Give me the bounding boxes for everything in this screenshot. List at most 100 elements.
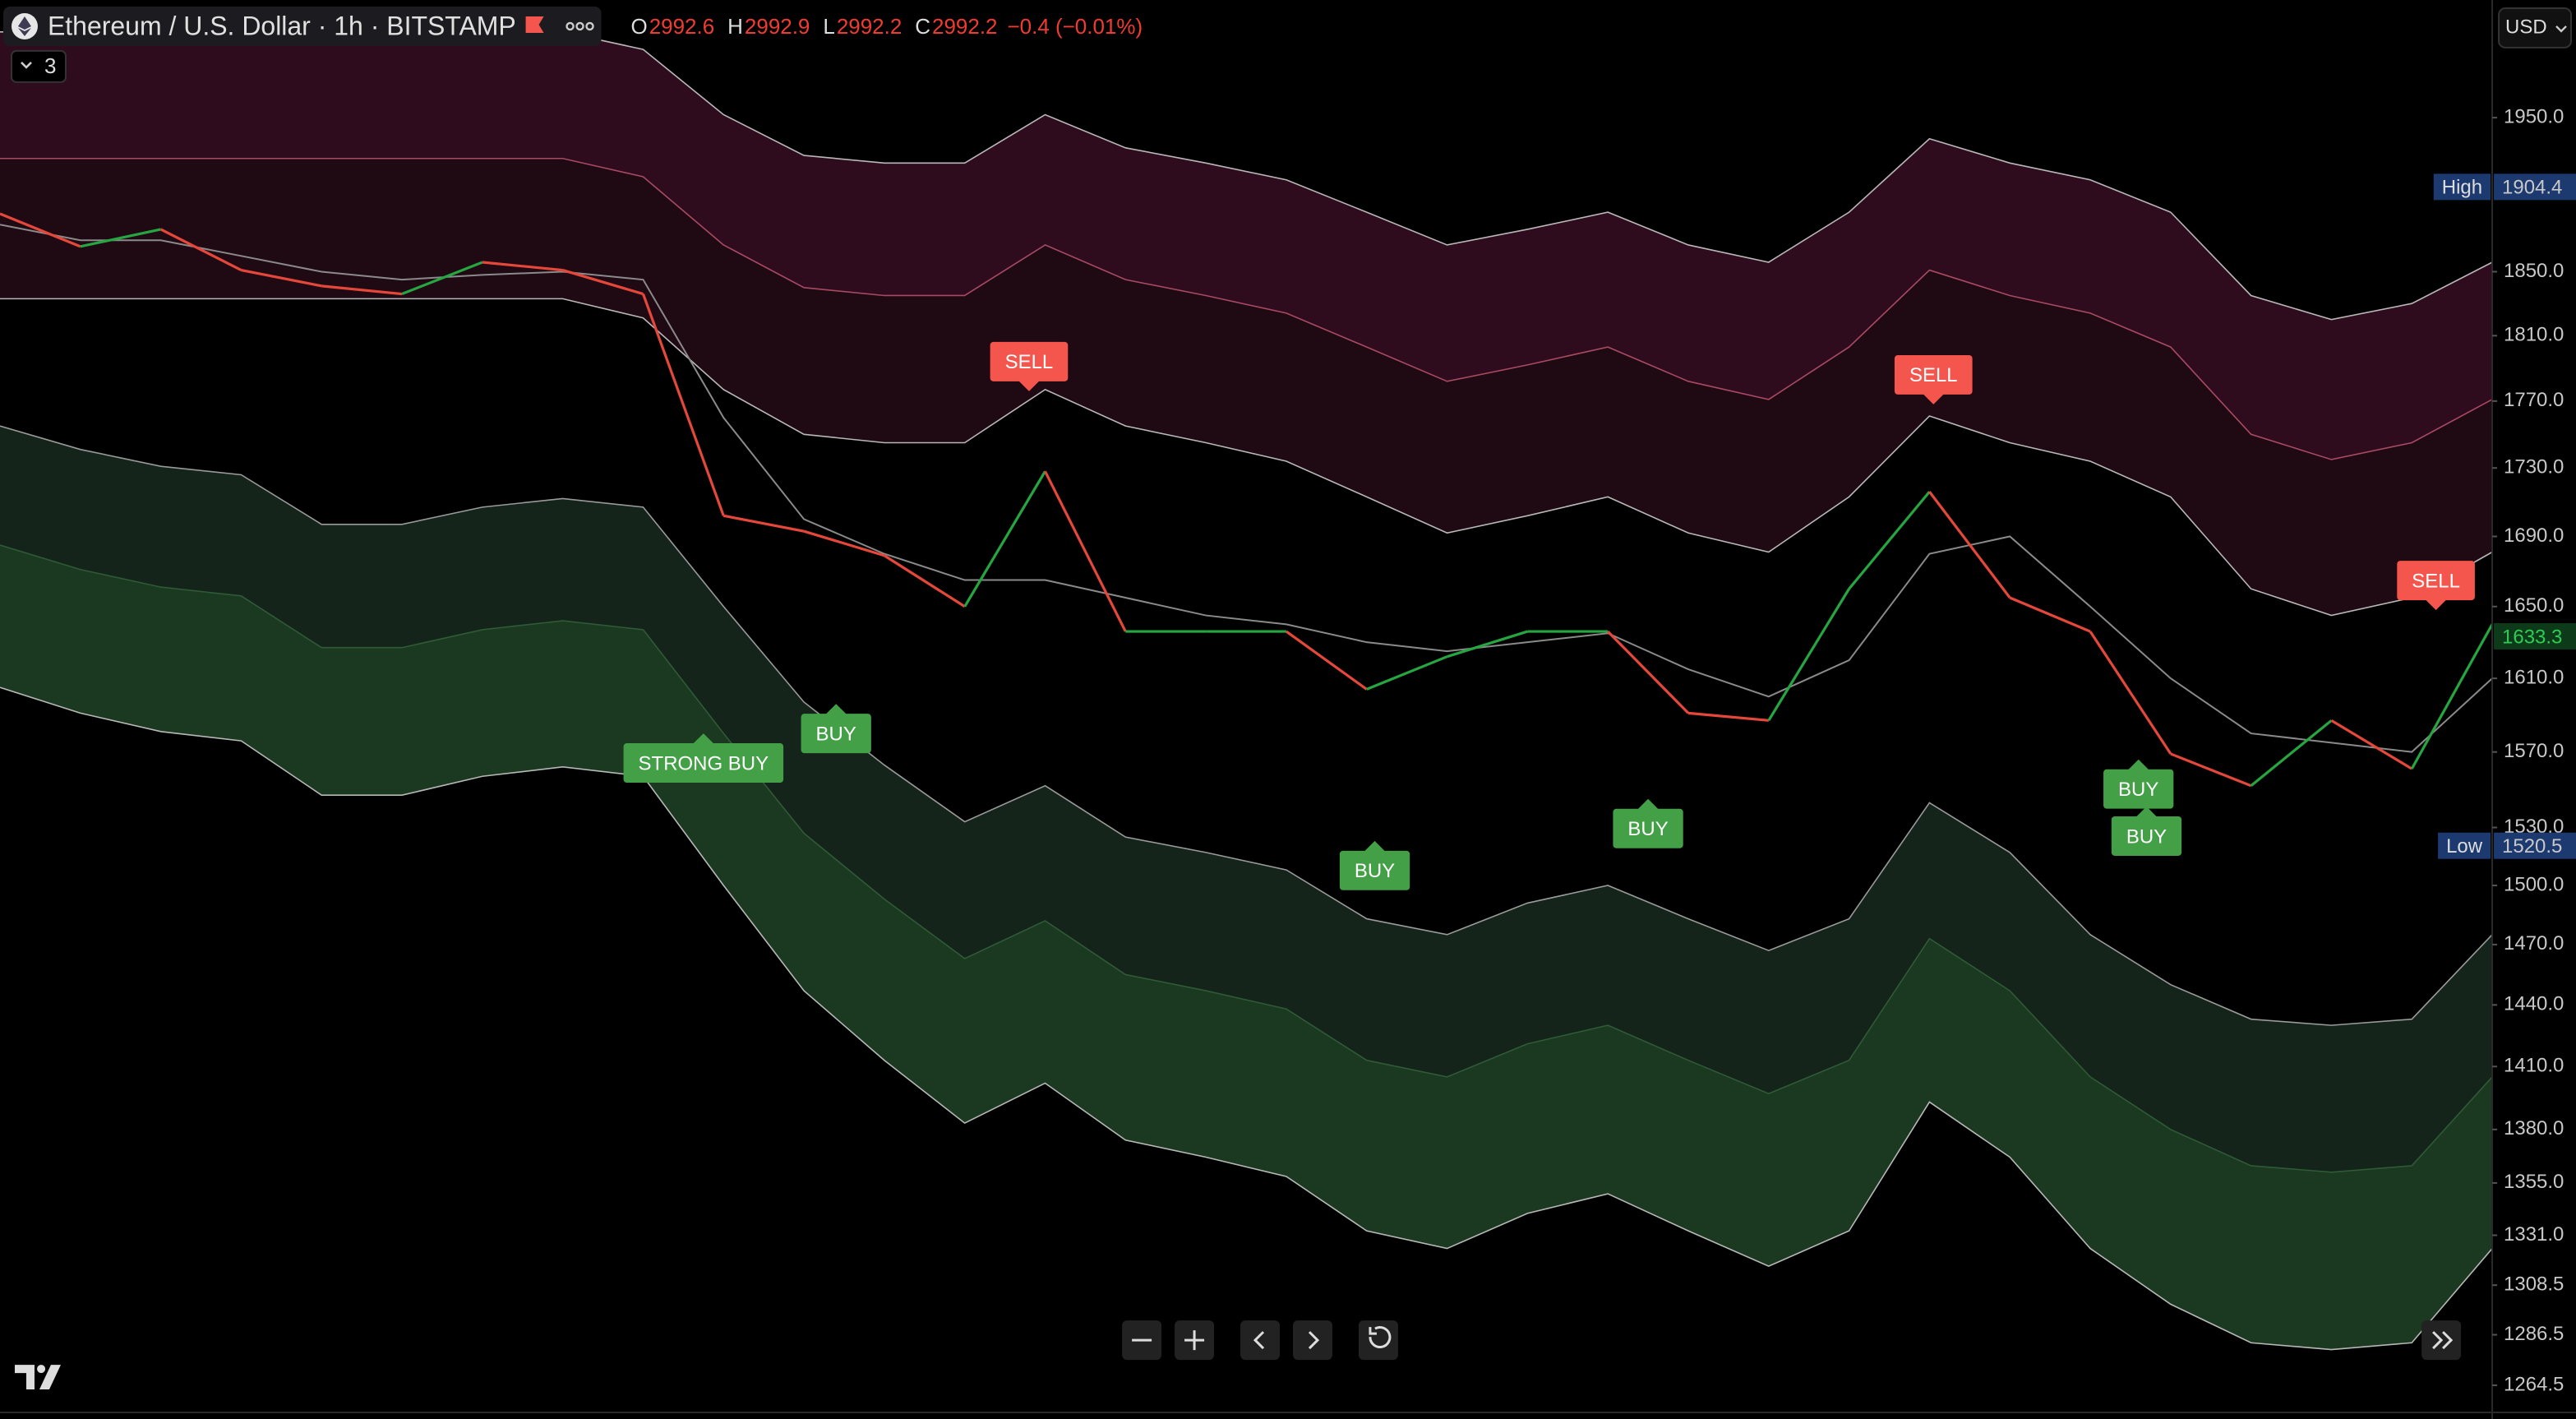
price-badge-tag <box>2438 832 2491 859</box>
signal-label: SELL <box>2412 570 2460 592</box>
signal-box <box>2111 816 2182 856</box>
signal-arrow <box>824 704 848 716</box>
currency: USD <box>2505 16 2547 38</box>
price-segment <box>2009 596 2091 633</box>
price-segment <box>1366 655 1448 691</box>
price-segment <box>1044 470 1127 632</box>
signal-box <box>1613 808 1683 848</box>
price-change: −0.4 (−0.01%) <box>1008 14 1143 39</box>
price-segment <box>2170 752 2252 788</box>
signal-label: BUY <box>1627 818 1668 840</box>
band-edge <box>0 298 2493 617</box>
signal-label: SELL <box>1005 351 1054 373</box>
ohlc-value: 2992.9 <box>745 14 810 39</box>
y-tick-label: 1950.0 <box>2504 105 2564 127</box>
ohlc-value: 2992.2 <box>932 14 997 39</box>
band-area <box>0 545 2493 1350</box>
price-badge-value: 1633.3 <box>2502 626 2562 648</box>
signal: STRONG BUY <box>623 733 784 783</box>
y-tick-label: 1355.0 <box>2504 1171 2564 1193</box>
price-badge-tag <box>2433 173 2491 201</box>
signal-arrow <box>2424 599 2448 611</box>
price-segment <box>722 514 805 533</box>
end-icon <box>2432 1331 2454 1350</box>
logo[interactable] <box>14 1365 61 1390</box>
price-segment <box>0 212 81 248</box>
chevron <box>21 61 32 69</box>
price-segment <box>80 228 161 248</box>
signal-arrow <box>1363 840 1387 853</box>
price-segment <box>1286 630 1368 691</box>
band-edge <box>0 157 2493 460</box>
y-tick-label: 1570.0 <box>2504 740 2564 762</box>
price-segment <box>2089 631 2172 755</box>
ohlc-value: 2992.2 <box>837 14 902 39</box>
y-tick-label: 1730.0 <box>2504 456 2564 478</box>
price-segment <box>1687 711 1769 722</box>
price-badge-label: Low <box>2446 835 2483 857</box>
price-segment <box>2410 623 2494 770</box>
more-icon[interactable] <box>566 21 594 31</box>
chevron <box>2555 25 2567 33</box>
price-segment <box>1607 630 1690 714</box>
plot: STRONG BUY BUY SELL BUY BUY SELL BUY BUY SELL <box>0 30 2494 1351</box>
y-tick-label: 1440.0 <box>2504 993 2564 1015</box>
signal-box <box>990 341 1069 381</box>
scroll-right[interactable] <box>1292 1320 1332 1361</box>
band-edge <box>0 425 2493 1026</box>
signal: BUY <box>2111 807 2182 856</box>
price-badge-value: 1904.4 <box>2502 177 2562 199</box>
ohlc-value: 2992.6 <box>649 14 714 39</box>
scroll-left[interactable] <box>1240 1320 1281 1361</box>
signal-label: BUY <box>816 723 856 745</box>
symbol-pill[interactable] <box>2 6 602 46</box>
signal: SELL <box>2397 561 2475 611</box>
price-segment <box>884 554 966 608</box>
y-tick-label: 1286.5 <box>2504 1323 2564 1345</box>
y-tick-label: 1500.0 <box>2504 873 2564 895</box>
indicator-count: 3 <box>44 53 56 78</box>
price-segment <box>803 529 885 557</box>
band-edge <box>0 686 2493 1351</box>
price-segment <box>321 284 403 296</box>
ohlc: O 2992.6 H 2992.9 L 2992.2 C 2992.2 −0.4 (−0.01%… <box>631 14 1143 39</box>
signal-arrow <box>1017 379 1041 391</box>
header: Ethereum / U.S. Dollar · 1h · BITSTAMP O… <box>2 6 2573 83</box>
price-segment <box>241 269 322 288</box>
price-badge <box>2494 173 2576 201</box>
price-badge-label: High <box>2442 177 2482 199</box>
signal-box <box>801 714 871 754</box>
price-segment <box>562 269 644 296</box>
currency-button[interactable] <box>2498 7 2573 49</box>
band-edge <box>0 544 2493 1173</box>
signal-box <box>1339 850 1410 890</box>
y-tick-label: 1470.0 <box>2504 932 2564 954</box>
signal-arrow <box>1922 392 1946 404</box>
right-icon <box>1308 1331 1320 1350</box>
y-tick-label: 1650.0 <box>2504 594 2564 617</box>
signal-arrow <box>2126 759 2150 771</box>
signal-box <box>2103 769 2174 809</box>
indicators-toggle[interactable] <box>10 49 67 83</box>
y-tick-label: 1690.0 <box>2504 525 2564 547</box>
y-tick-label: 1308.5 <box>2504 1273 2564 1296</box>
signal-arrow <box>691 733 715 746</box>
symbol-title: Ethereum / U.S. Dollar · 1h · BITSTAMP <box>48 11 516 40</box>
price-segment <box>641 294 725 516</box>
price-badge <box>2494 622 2576 649</box>
flag-icon[interactable] <box>525 16 544 33</box>
ohlc-key: C <box>915 14 930 39</box>
price-segment <box>2330 719 2413 770</box>
signal-label: BUY <box>2126 825 2167 848</box>
price-axis <box>2492 0 2576 1419</box>
toolbar <box>1122 1320 2462 1361</box>
left-icon <box>1253 1331 1265 1350</box>
price-segment <box>963 470 1046 608</box>
moving-average <box>0 224 2493 753</box>
price-segment <box>401 261 483 296</box>
signal: BUY <box>1613 798 1683 848</box>
ohlc-key: H <box>727 14 743 39</box>
